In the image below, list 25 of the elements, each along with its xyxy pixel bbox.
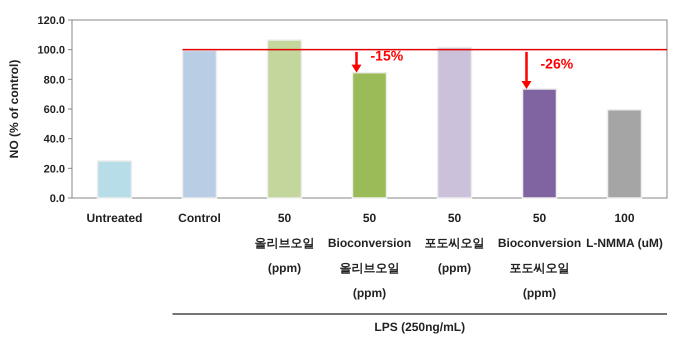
y-tick-label: 100.0 <box>37 44 65 57</box>
x-tick-label: 100 L-NMMA (uM) <box>586 211 663 250</box>
x-tick-label: Control <box>178 211 221 225</box>
x-tick-label: Untreated <box>86 211 143 225</box>
y-tick-label: 60.0 <box>44 104 65 116</box>
annotation: -26% <box>540 55 574 72</box>
y-tick-label: 40.0 <box>44 134 65 146</box>
y-axis-title: NO (% of control) <box>7 60 21 158</box>
text: LPS (250ng/mL) <box>374 320 466 334</box>
x-tick-label: 50 Bioconversion 포도씨오일 (ppm) <box>498 211 582 300</box>
bar <box>266 39 302 199</box>
x-tick-label: 50 Bioconversion 올리브오일 (ppm) <box>328 211 412 300</box>
bar <box>522 88 558 199</box>
bar <box>606 108 642 199</box>
y-tick-label: 80.0 <box>44 74 65 86</box>
y-tick-label: 0.0 <box>50 193 65 205</box>
annotation: -15% <box>370 47 404 64</box>
bar <box>436 46 472 199</box>
x-tick-label: 50 포도씨오일 (ppm) <box>424 211 484 275</box>
bar <box>182 50 218 199</box>
y-tick-label: 120.0 <box>37 15 65 27</box>
bar <box>352 72 388 199</box>
x-tick-label: 50 올리브오일 (ppm) <box>254 211 314 275</box>
bar <box>96 160 132 199</box>
y-tick-label: 20.0 <box>44 163 65 176</box>
